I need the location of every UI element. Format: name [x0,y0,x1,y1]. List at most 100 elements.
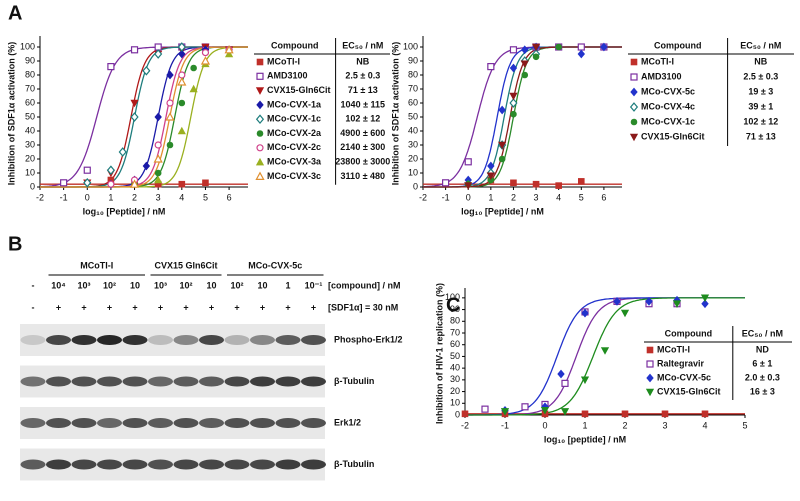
legend-marker [646,346,654,354]
x-tick-label: -1 [501,420,509,430]
marker [118,147,127,157]
marker [532,180,540,188]
marker [581,410,589,418]
blot-band [20,335,46,345]
marker [107,180,115,188]
marker [577,178,585,185]
marker [142,65,151,76]
blot-band [224,376,250,387]
legend-label: AMD3100 [267,71,308,81]
blot-band [199,459,224,470]
marker [498,105,506,115]
x-axis-label: log₁₀ [Peptide] / nM [461,206,544,216]
x-tick-label: 2 [132,192,137,202]
marker [510,179,517,187]
x-tick-label: 2 [511,192,516,202]
sdf-sign: + [209,302,214,312]
y-tick-label: 10 [408,167,418,177]
blot-band [20,459,46,470]
marker [154,175,163,184]
marker [178,180,186,188]
compound-conc: 10² [103,280,116,290]
marker [580,376,590,385]
fit-curve [465,297,745,416]
y-tick-label: 40 [408,125,418,135]
compound-conc: 10 [206,280,216,290]
marker [177,77,187,86]
ec50-value: 71 ± 13 [348,85,378,95]
legend-label: MCo-CVX-2c [267,142,321,152]
ec50-value: 2.5 ± 0.3 [743,71,778,81]
marker [154,49,163,59]
marker [521,403,529,411]
x-tick-label: -2 [419,192,427,202]
legend-marker [629,102,639,112]
legend-label: CVX15-Gln6Cit [657,386,721,396]
y-tick-label: 100 [445,292,460,302]
legend-label: MCo-CVX-5c [641,86,695,96]
legend-marker [646,373,654,383]
marker [481,405,489,413]
y-tick-label: 90 [25,55,35,65]
marker [464,182,473,190]
marker [510,110,517,118]
y-tick-label: 20 [450,386,460,396]
marker [509,63,518,73]
legend-marker [630,73,638,81]
panel-label: B [8,233,22,255]
legend-marker [255,171,265,180]
legend-label: MCoTI-I [641,56,674,66]
marker [532,53,540,61]
y-tick-label: 100 [403,41,418,51]
x-tick-label: 5 [579,192,584,202]
marker [520,60,529,69]
x-tick-label: 0 [542,420,547,430]
x-axis-label: log₁₀ [peptide] / nM [544,434,626,444]
blot-band [173,335,199,345]
marker [645,297,653,306]
blot-band [97,459,122,470]
compound-conc: 10³ [77,280,90,290]
x-tick-label: -1 [442,192,450,202]
y-axis-label: Inhibition of SDF1α activation (%) [6,42,16,186]
marker [202,179,209,187]
y-tick-label: 40 [450,363,460,373]
group-label: MCo-CVX-5c [248,260,302,270]
marker [178,71,186,79]
ec50-value: 102 ± 12 [345,114,380,124]
blot-band [250,418,275,428]
blot-band [148,335,173,345]
x-tick-label: 0 [466,192,471,202]
y-tick-label: 50 [25,111,35,121]
marker [521,45,529,55]
x-tick-label: 6 [601,192,606,202]
fit-curve [465,297,745,416]
marker [509,46,518,54]
marker [521,71,529,79]
marker [613,297,621,306]
row-label: Erk1/2 [334,417,361,427]
y-tick-label: 0 [413,181,418,191]
marker [83,177,92,188]
marker [577,49,585,59]
marker [600,347,610,355]
marker [557,369,565,379]
legend-label: MCo-CVX-1a [267,99,322,109]
fit-curve [423,46,622,188]
fit-curve [423,46,622,188]
marker [486,172,495,181]
marker [130,112,139,122]
ec50-value: NB [754,56,767,66]
marker [661,410,669,418]
legend-label: MCo-CVX-4c [641,101,695,111]
x-axis-label: log₁₀ [Peptide] / nM [83,206,166,216]
fit-curve [423,46,622,188]
marker [561,379,569,387]
legend-label: Raltegravir [657,358,705,368]
marker [166,141,174,149]
y-tick-label: 70 [450,327,460,337]
marker [165,112,175,121]
legend-label: MCo-CVX-3c [267,171,321,181]
marker [166,99,174,107]
